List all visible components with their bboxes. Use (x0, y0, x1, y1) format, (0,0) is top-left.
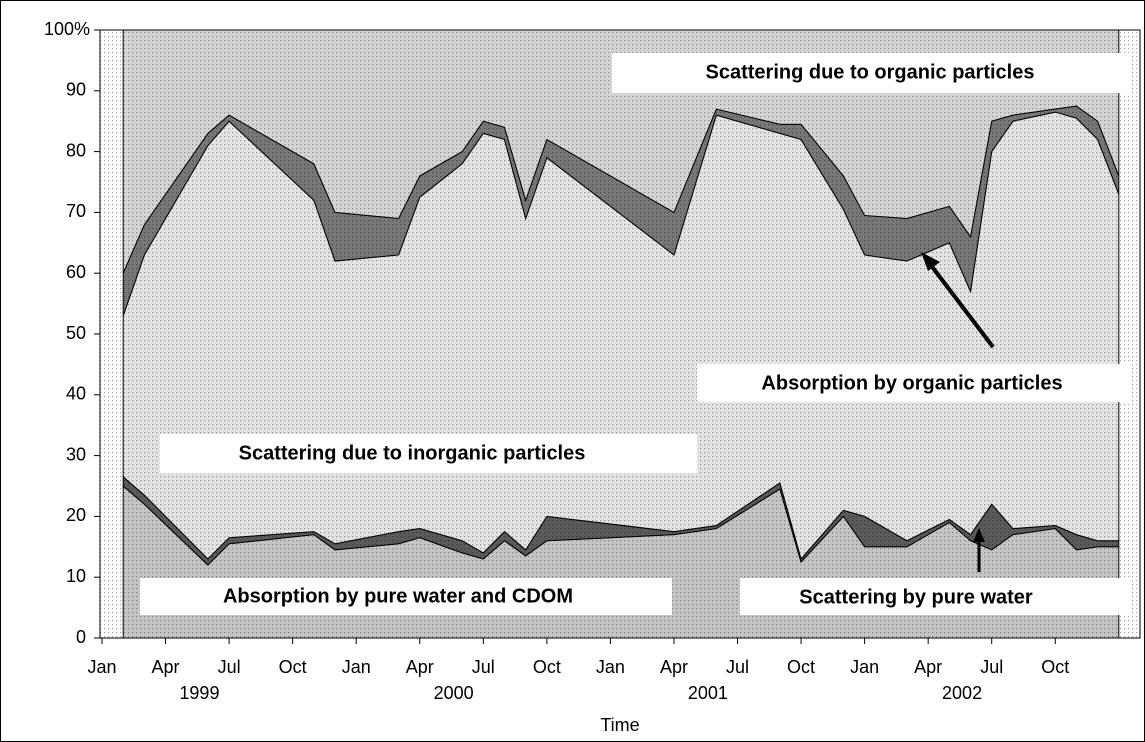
y-tick-label: 0 (76, 627, 86, 647)
label-box (612, 53, 1130, 93)
x-tick-label: Jan (87, 657, 116, 677)
x-tick-label: Oct (279, 657, 307, 677)
x-tick-label: Jan (342, 657, 371, 677)
label-box (740, 578, 1130, 615)
label-box (140, 578, 672, 615)
x-tick-label: Apr (152, 657, 180, 677)
arrow-head (973, 528, 985, 542)
x-tick-label: Apr (660, 657, 688, 677)
y-tick-label: 80 (66, 140, 86, 160)
year-label: 1999 (179, 683, 219, 703)
year-label: 2002 (942, 683, 982, 703)
annotations: Absorption by pure water and CDOM Scatter… (140, 53, 1130, 615)
x-tick-label: Oct (1041, 657, 1069, 677)
y-tick-label: 40 (66, 384, 86, 404)
label-box (160, 434, 697, 473)
y-tick-label: 90 (66, 80, 86, 100)
y-tick-label: 60 (66, 262, 86, 282)
x-tick-label: Jul (726, 657, 749, 677)
year-label: 2001 (688, 683, 728, 703)
y-tick-label: 10 (66, 566, 86, 586)
x-tick-label: Oct (787, 657, 815, 677)
x-tick-label: Jan (850, 657, 879, 677)
area-label: Absorption by organic particles (761, 372, 1062, 394)
year-label: 2000 (434, 683, 474, 703)
arrow-head (921, 252, 940, 271)
x-tick-label: Oct (533, 657, 561, 677)
y-tick-label: 100% (44, 19, 90, 39)
x-tick-label: Jul (472, 657, 495, 677)
x-tick-label: Jul (218, 657, 241, 677)
plot-areas (122, 29, 1120, 639)
area-label: Scattering by pure water (799, 586, 1033, 608)
x-tick-label: Apr (406, 657, 434, 677)
x-axis-title: Time (600, 715, 639, 735)
y-tick-label: 30 (66, 444, 86, 464)
area-label: Absorption by pure water and CDOM (223, 585, 573, 607)
x-tick-label: Apr (914, 657, 942, 677)
y-tick-label: 70 (66, 201, 86, 221)
label-box (697, 364, 1130, 402)
y-tick-label: 20 (66, 505, 86, 525)
x-tick-label: Jul (980, 657, 1003, 677)
arrow (928, 262, 995, 349)
y-tick-label: 50 (66, 323, 86, 343)
area-label: Scattering due to inorganic particles (239, 442, 586, 464)
area-label: Scattering due to organic particles (706, 61, 1035, 83)
x-tick-label: Jan (596, 657, 625, 677)
